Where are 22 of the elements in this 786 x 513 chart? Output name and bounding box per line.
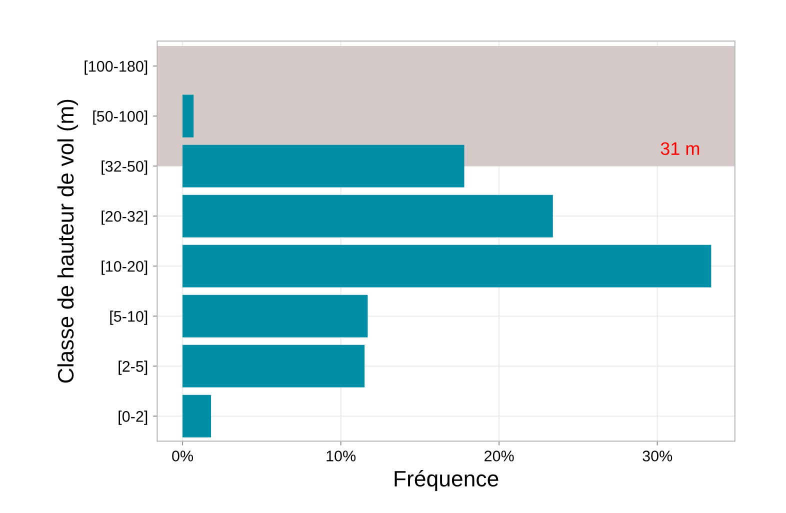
y-tick-label: [2-5]: [118, 360, 148, 375]
y-tick-label: [50-100]: [93, 110, 148, 125]
y-tick-label: [10-20]: [102, 260, 148, 275]
y-tick-label: [5-10]: [110, 310, 148, 325]
x-tick-label: 20%: [484, 450, 514, 462]
x-axis-title: Fréquence: [394, 470, 498, 491]
y-tick-label: [32-50]: [102, 160, 148, 175]
band-label: 31 m: [660, 142, 700, 156]
y-tick-label: [20-32]: [102, 210, 148, 225]
y-tick-label: [0-2]: [118, 410, 148, 425]
x-tick-label: 0%: [172, 450, 194, 462]
y-tick-label: [100-180]: [84, 60, 148, 75]
bar: [182, 394, 212, 438]
bar: [182, 144, 464, 188]
bar: [182, 94, 194, 138]
x-tick-label: 10%: [326, 450, 356, 462]
bar: [182, 194, 553, 238]
x-tick-label: 30%: [642, 450, 672, 462]
bar: [182, 244, 712, 288]
bar: [182, 294, 368, 338]
y-axis-title: Classe de hauteur de vol (m): [57, 100, 78, 383]
bar: [182, 344, 365, 388]
